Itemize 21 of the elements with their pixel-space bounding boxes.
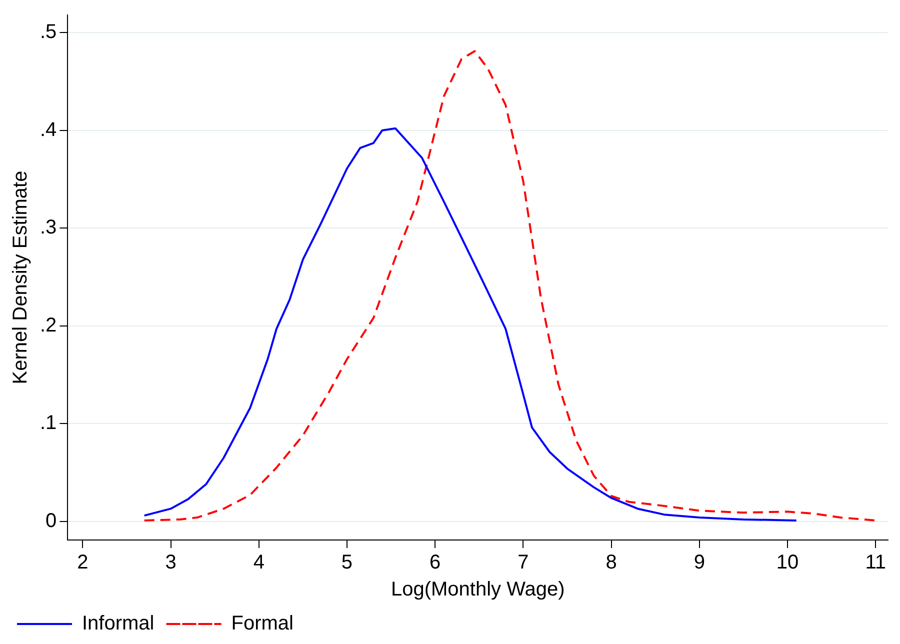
- x-tick-label: 9: [694, 552, 706, 574]
- line-series: [143, 50, 877, 522]
- legend-label: Informal: [82, 612, 154, 635]
- y-axis-title: Kernel Density Estimate: [10, 170, 32, 384]
- x-tick-label: 7: [518, 552, 529, 574]
- x-axis-title: Log(Monthly Wage): [390, 578, 565, 601]
- y-tick-label: .5: [40, 21, 57, 44]
- x-tick-label: 3: [165, 552, 176, 574]
- x-tick-label: 5: [341, 552, 353, 574]
- y-tick-label: .1: [40, 412, 57, 434]
- x-tick-label: 6: [430, 552, 441, 574]
- x-tick-label: 4: [253, 552, 264, 574]
- y-tick-label: .2: [40, 314, 57, 336]
- legend-label: Formal: [231, 612, 294, 635]
- x-tick-label: 11: [865, 552, 886, 574]
- y-tick-label: .3: [40, 216, 57, 239]
- x-tick-label: 10: [776, 552, 799, 574]
- x-tick-label: 2: [77, 552, 88, 574]
- x-tick-label: 8: [606, 552, 617, 574]
- y-tick-label: .4: [40, 118, 57, 141]
- y-tick-label: 0: [46, 510, 57, 532]
